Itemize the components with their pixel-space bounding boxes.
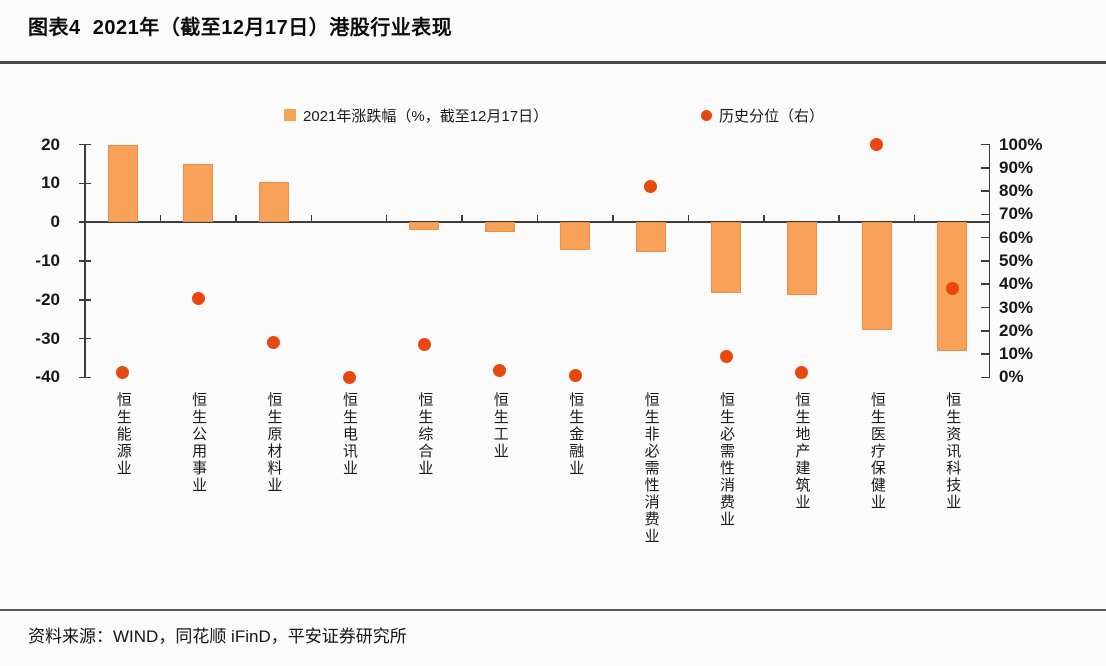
category-label: 恒生工业 <box>491 392 509 460</box>
left-axis-tick-icon <box>79 337 91 340</box>
category-label: 恒生非必需性消费业 <box>642 392 660 545</box>
right-axis-tick-label: 10% <box>999 344 1034 364</box>
legend-item-change: 2021年涨跌幅（%，截至12月17日） <box>284 105 548 125</box>
right-axis-tick-label: 90% <box>999 157 1034 177</box>
title-divider <box>0 61 1106 64</box>
category-tick-icon <box>838 215 840 223</box>
footer-divider <box>0 609 1106 611</box>
left-axis-tick-icon <box>79 376 91 379</box>
right-axis-tick-label: 50% <box>999 250 1034 270</box>
bar <box>786 222 817 296</box>
right-axis-tick-icon <box>981 190 990 192</box>
left-axis-tick-icon <box>79 143 91 146</box>
bar <box>560 222 591 250</box>
legend-label-percentile: 历史分位（右） <box>719 107 825 125</box>
left-axis-tick-icon <box>79 260 91 262</box>
source-note: 资料来源：WIND，同花顺 iFinD，平安证券研究所 <box>28 627 407 646</box>
category-tick-icon <box>536 215 539 223</box>
right-axis-tick-icon <box>981 260 990 262</box>
bar <box>711 222 741 293</box>
right-axis-tick-label: 80% <box>999 181 1034 201</box>
plot-area: 20 10 0 -10 -20 -30 -40 100% 90% 80% 70% 60% 50% 40% 3… <box>35 134 1043 546</box>
right-axis-tick-label: 40% <box>999 274 1034 294</box>
percentile-dot <box>945 282 959 296</box>
bar <box>183 163 214 223</box>
left-axis-tick-icon <box>79 182 91 185</box>
left-axis-tick-label: -10 <box>35 250 60 270</box>
bar <box>409 222 440 230</box>
category-tick-icon <box>385 215 388 223</box>
percentile-dot <box>795 366 808 380</box>
category-label: 恒生资讯科技业 <box>944 392 962 511</box>
percentile-dot <box>568 368 582 382</box>
right-axis-tick-label: 60% <box>999 227 1034 247</box>
right-axis-tick-icon <box>981 167 990 169</box>
category-label: 恒生医疗保健业 <box>868 392 886 511</box>
right-axis-tick-icon <box>981 143 990 146</box>
category-tick-icon <box>763 215 765 223</box>
right-axis-tick-icon <box>981 376 990 379</box>
left-axis-tick-label: 0 <box>50 212 60 232</box>
category-label: 恒生地产建筑业 <box>793 392 811 511</box>
legend-label-change: 2021年涨跌幅（%，截至12月17日） <box>303 107 549 125</box>
category-tick-icon <box>612 215 614 223</box>
right-axis-tick-label: 0% <box>999 367 1024 387</box>
right-axis-tick-icon <box>981 306 990 309</box>
percentile-dot <box>417 338 431 352</box>
bar-series-swatch-icon <box>284 109 296 121</box>
bar <box>861 222 892 330</box>
zero-line <box>85 221 990 223</box>
category-label: 恒生能源业 <box>114 392 132 477</box>
right-axis-tick-icon <box>981 353 990 355</box>
left-axis-tick-icon <box>79 299 91 301</box>
right-axis-tick-icon <box>981 283 990 285</box>
right-axis-tick-label: 100% <box>999 134 1043 154</box>
legend-item-percentile: 历史分位（右） <box>701 105 824 125</box>
percentile-dot <box>267 336 280 349</box>
left-axis-tick-icon <box>79 221 91 223</box>
category-label: 恒生综合业 <box>416 392 434 477</box>
category-tick-icon <box>913 215 916 223</box>
category-label: 恒生公用事业 <box>190 392 208 494</box>
dot-series-swatch-icon <box>701 109 712 121</box>
figure-title: 图表4 2021年（截至12月17日）港股行业表现 <box>28 17 453 39</box>
right-axis-tick-icon <box>981 236 990 239</box>
category-label: 恒生原材料业 <box>265 392 283 494</box>
bar <box>107 144 138 223</box>
category-tick-icon <box>159 215 162 223</box>
left-axis-tick-label: 20 <box>41 134 60 154</box>
left-axis-tick-label: 10 <box>41 173 60 193</box>
right-axis-tick-label: 20% <box>999 320 1034 340</box>
category-label: 恒生电讯业 <box>341 392 358 477</box>
category-tick-icon <box>235 215 237 223</box>
right-axis-tick-label: 30% <box>999 297 1034 317</box>
percentile-dot <box>493 363 507 377</box>
percentile-dot <box>191 291 205 305</box>
bar <box>484 222 515 233</box>
right-axis-tick-label: 70% <box>999 204 1034 224</box>
category-tick-icon <box>687 215 690 223</box>
category-tick-icon <box>310 215 312 223</box>
percentile-dot <box>870 138 884 151</box>
category-label: 恒生必需性消费业 <box>718 392 735 528</box>
right-axis-tick-icon <box>981 213 990 216</box>
bar <box>258 182 289 223</box>
percentile-dot <box>116 366 130 380</box>
left-axis-tick-label: -20 <box>35 289 60 309</box>
percentile-dot <box>342 370 356 384</box>
percentile-dot <box>719 349 733 363</box>
left-axis-tick-label: -30 <box>35 328 60 348</box>
percentile-dot <box>644 179 658 193</box>
right-axis-tick-icon <box>981 330 990 332</box>
category-tick-icon <box>461 215 463 223</box>
category-label: 恒生金融业 <box>567 392 585 477</box>
bar <box>635 222 666 252</box>
left-axis-tick-label: -40 <box>35 367 60 387</box>
